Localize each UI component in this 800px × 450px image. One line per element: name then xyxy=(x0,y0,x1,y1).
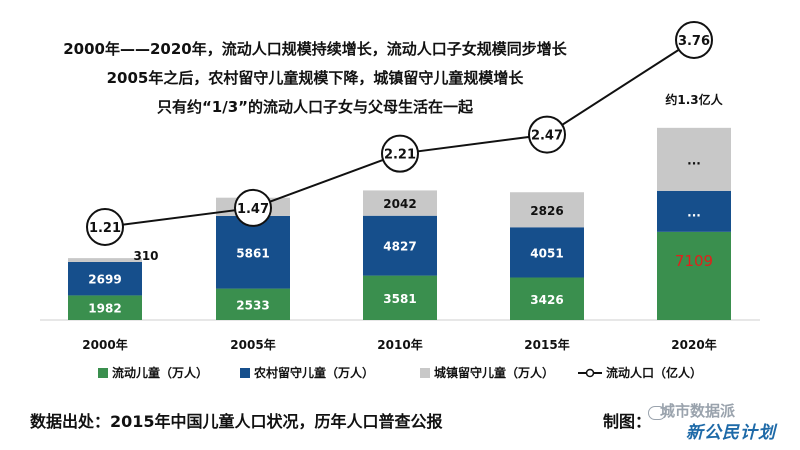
watermark-text: 城市数据派 xyxy=(660,402,736,420)
line-point-1 xyxy=(234,188,272,227)
bar-label-urban-0: 310 xyxy=(133,249,158,263)
legend-label-migrant-children: 流动儿童（万人） xyxy=(112,366,209,380)
chart-title-line-1: 2000年——2020年，流动人口规模持续增长，流动人口子女规模同步增长 xyxy=(63,40,567,58)
legend-item-migrant-children: 流动儿童（万人） xyxy=(98,364,208,381)
line-point-2 xyxy=(381,134,419,173)
bar-label-rural-2: 4827 xyxy=(383,240,416,254)
line-point-3 xyxy=(528,115,566,154)
legend-label-rural-left-behind: 农村留守儿童（万人） xyxy=(254,366,375,380)
bar-label-migrant-4: 7109 xyxy=(675,252,713,270)
line-point-label-1: 1.47 xyxy=(237,202,269,217)
bar-urban-0 xyxy=(68,258,142,262)
chart-title-line-2: 2005年之后，农村留守儿童规模下降，城镇留守儿童规模增长 xyxy=(106,69,524,87)
line-point-4 xyxy=(675,21,713,59)
bar-annotation-total: 约1.3亿人 xyxy=(665,92,723,107)
legend-swatch-urban-left-behind xyxy=(420,367,430,378)
bar-migrant-4 xyxy=(657,231,731,320)
bar-migrant-1 xyxy=(216,288,290,320)
x-tick-label-2: 2010年 xyxy=(377,337,422,352)
legend-swatch-migrant-children xyxy=(98,367,108,378)
data-source-note: 数据出处：2015年中国儿童人口状况，历年人口普查公报 xyxy=(30,412,443,431)
bar-label-migrant-2: 3581 xyxy=(383,292,416,306)
legend-item-urban-left-behind: 城镇留守儿童（万人） xyxy=(420,364,554,381)
bar-urban-3 xyxy=(510,192,584,228)
legend-label-urban-left-behind: 城镇留守儿童（万人） xyxy=(434,366,555,380)
bar-label-rural-4: ... xyxy=(687,205,701,219)
line-point-label-3: 2.47 xyxy=(531,129,563,144)
legend-item-rural-left-behind: 农村留守儿童（万人） xyxy=(240,364,374,381)
legend-swatch-rural-left-behind xyxy=(240,367,250,378)
chart-maker-label: 制图： xyxy=(603,412,652,431)
line-point-label-0: 1.21 xyxy=(89,221,121,236)
x-tick-label-3: 2015年 xyxy=(524,337,569,352)
legend-item-floating-population: 流动人口（亿人） xyxy=(578,364,702,381)
bar-rural-4 xyxy=(657,190,731,232)
bar-label-migrant-3: 3426 xyxy=(530,293,563,307)
bar-label-urban-4: ... xyxy=(687,153,701,167)
line-point-label-4: 3.76 xyxy=(678,34,710,49)
line-point-label-2: 2.21 xyxy=(384,148,416,163)
bar-label-migrant-1: 2533 xyxy=(236,298,269,312)
bar-rural-1 xyxy=(216,215,290,289)
x-tick-label-0: 2000年 xyxy=(82,337,127,352)
bar-rural-3 xyxy=(510,227,584,278)
bar-urban-2 xyxy=(363,190,437,216)
legend-label-floating-population: 流动人口（亿人） xyxy=(606,366,703,380)
bar-label-rural-1: 5861 xyxy=(236,246,269,260)
bar-rural-2 xyxy=(363,215,437,276)
wechat-icon xyxy=(648,406,666,420)
x-tick-label-1: 2005年 xyxy=(230,337,275,352)
bar-migrant-3 xyxy=(510,277,584,320)
bar-label-urban-2: 2042 xyxy=(383,197,416,211)
bar-urban-4 xyxy=(657,127,731,191)
bar-migrant-0 xyxy=(68,295,142,320)
bar-label-rural-3: 4051 xyxy=(530,246,563,260)
bar-migrant-2 xyxy=(363,275,437,320)
chart-title-line-3: 只有约“1/3”的流动人口子女与父母生活在一起 xyxy=(156,98,474,116)
bar-label-urban-3: 2826 xyxy=(530,204,563,218)
bar-rural-0 xyxy=(68,261,142,296)
logo: 新公民计划 xyxy=(686,423,776,443)
bar-label-migrant-0: 1982 xyxy=(88,302,121,316)
x-tick-label-4: 2020年 xyxy=(671,337,716,352)
line-point-0 xyxy=(86,208,124,246)
legend-line-marker-icon xyxy=(578,368,602,377)
bar-label-rural-0: 2699 xyxy=(88,273,121,287)
